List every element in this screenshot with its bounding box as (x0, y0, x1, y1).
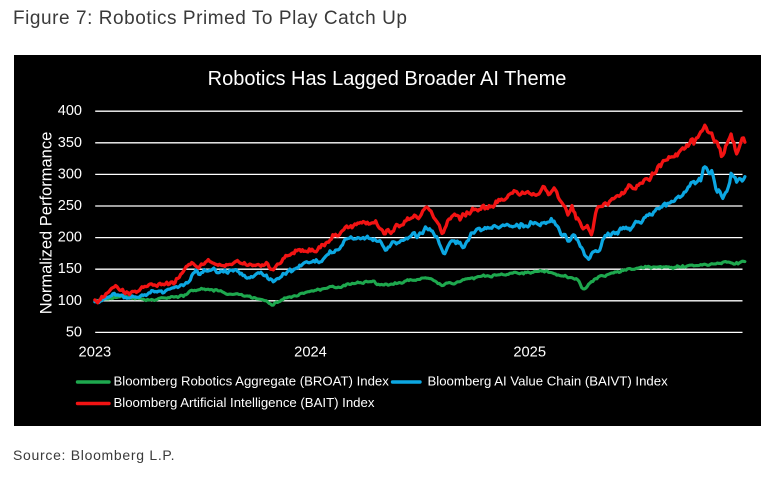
svg-text:Bloomberg Robotics Aggregate (: Bloomberg Robotics Aggregate (BROAT) Ind… (114, 373, 390, 388)
svg-text:150: 150 (58, 261, 82, 277)
svg-text:2025: 2025 (513, 345, 546, 361)
svg-text:2023: 2023 (79, 345, 112, 361)
svg-text:50: 50 (66, 324, 82, 340)
svg-text:Bloomberg AI Value Chain (BAIV: Bloomberg AI Value Chain (BAIVT) Index (428, 373, 669, 388)
svg-text:250: 250 (58, 198, 82, 214)
svg-text:100: 100 (58, 293, 82, 309)
svg-text:350: 350 (58, 135, 82, 151)
svg-text:Normalized Performance: Normalized Performance (38, 132, 56, 314)
svg-text:200: 200 (58, 230, 82, 246)
svg-text:400: 400 (58, 103, 82, 119)
svg-text:2024: 2024 (294, 345, 327, 361)
svg-text:300: 300 (58, 166, 82, 182)
svg-text:Robotics Has Lagged Broader AI: Robotics Has Lagged Broader AI Theme (208, 68, 567, 90)
svg-text:Bloomberg Artificial Intellige: Bloomberg Artificial Intelligence (BAIT)… (114, 395, 375, 410)
